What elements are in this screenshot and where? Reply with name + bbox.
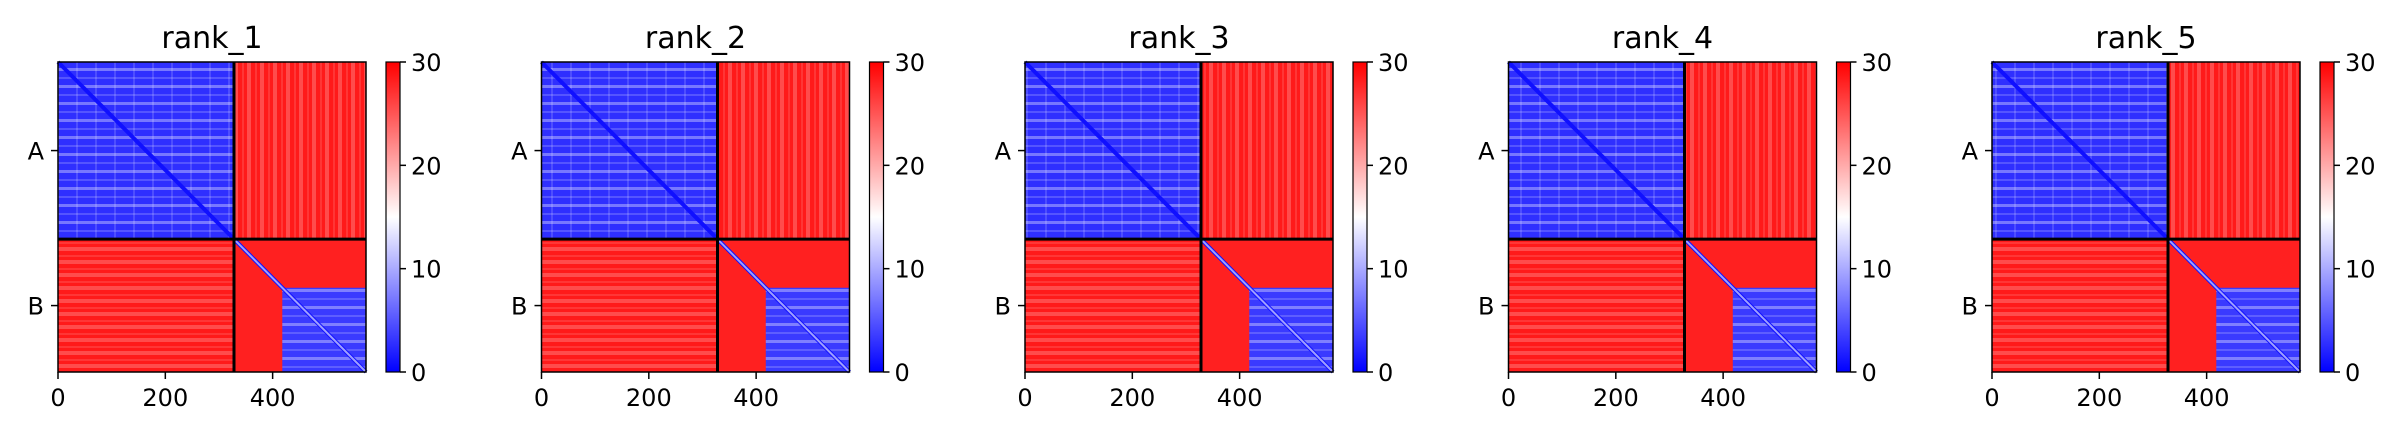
colorbar-tick-label: 10 [411,256,442,284]
block-B-A-texture [541,239,718,372]
colorbar-tick-label: 20 [1378,152,1409,180]
block-A-B-texture [717,62,850,240]
block-B-A-texture [1025,239,1201,372]
x-tick-label: 0 [1984,384,1999,412]
axes-frame [1507,61,1818,373]
y-tick-label: B [511,293,527,321]
colorbar-tick-label: 20 [895,152,926,180]
x-tick-label: 400 [2184,384,2230,412]
y-tick-label: B [1478,293,1494,321]
x-tick-label: 400 [1700,384,1746,412]
panel-rank_3: rank_3 0 200 400 A B 0 10 20 30 [995,21,1409,412]
colorbar-tick-label: 0 [2345,359,2360,387]
colorbar-tick-label: 0 [411,359,426,387]
axes-frame [1991,61,2301,373]
diagonal-highlight [233,238,367,373]
colorbar-tick-label: 10 [2345,256,2376,284]
diagonal-highlight [1683,238,1818,373]
diagonal-highlight [2167,238,2301,373]
panel-rank_4: rank_4 0 200 400 A B 0 10 20 30 [1478,21,1892,412]
colorbar-tick-label: 20 [1862,152,1893,180]
colorbar [1835,61,1852,373]
x-tick-label: 0 [50,384,65,412]
panel-rank_1: rank_1 0 200 400 A B 0 10 20 30 [28,21,442,412]
x-tick-label: 400 [1217,384,1263,412]
panel-title: rank_1 [161,21,262,56]
diagonal-highlight [1200,238,1334,373]
block-A-B-texture [234,62,366,240]
x-tick-label: 0 [1501,384,1516,412]
axes-frame [540,61,851,373]
colorbar-tick-label: 30 [895,49,926,77]
y-tick-label: B [1962,293,1978,321]
y-tick-label: A [28,138,45,166]
block-B-A-texture [1508,239,1685,372]
colorbar [868,61,885,373]
colorbar-tick-label: 30 [411,49,442,77]
panel-title: rank_4 [1612,21,1713,56]
y-tick-label: A [1962,138,1979,166]
y-tick-label: A [1478,138,1495,166]
x-tick-label: 200 [626,384,672,412]
block-A-B-texture [1684,62,1817,240]
colorbar-tick-label: 0 [1862,359,1877,387]
x-tick-label: 200 [1593,384,1639,412]
panel-title: rank_2 [645,21,746,56]
block-A-B-texture [2168,62,2300,240]
block-B-A-texture [1992,239,2168,372]
y-tick-label: B [995,293,1011,321]
colorbar-tick-label: 20 [2345,152,2376,180]
block-A-B-texture [1201,62,1333,240]
colorbar-tick-label: 0 [1378,359,1393,387]
x-tick-label: 0 [1017,384,1032,412]
x-tick-label: 200 [2076,384,2122,412]
diagonal-highlight [716,238,851,373]
panel-rank_5: rank_5 0 200 400 A B 0 10 20 30 [1962,21,2376,412]
x-tick-label: 400 [250,384,296,412]
colorbar [385,61,401,373]
x-tick-label: 200 [142,384,188,412]
colorbar [2319,61,2335,373]
colorbar-tick-label: 10 [1378,256,1409,284]
colorbar-tick-label: 10 [895,256,926,284]
colorbar-tick-label: 30 [1378,49,1409,77]
colorbar-tick-label: 0 [895,359,910,387]
colorbar-tick-label: 30 [2345,49,2376,77]
panel-title: rank_5 [2095,21,2196,56]
colorbar-tick-label: 10 [1862,256,1893,284]
x-tick-label: 400 [733,384,779,412]
x-tick-label: 0 [534,384,549,412]
colorbar-tick-label: 20 [411,152,442,180]
axes-frame [1024,61,1334,373]
block-B-A-texture [58,239,234,372]
y-tick-label: B [28,293,44,321]
y-tick-label: A [995,138,1012,166]
y-tick-label: A [511,138,528,166]
x-tick-label: 200 [1109,384,1155,412]
panel-title: rank_3 [1128,21,1229,56]
axes-frame [57,61,367,373]
panel-rank_2: rank_2 0 200 400 A B 0 10 20 30 [511,21,925,412]
colorbar-tick-label: 30 [1862,49,1893,77]
colorbar [1352,61,1368,373]
